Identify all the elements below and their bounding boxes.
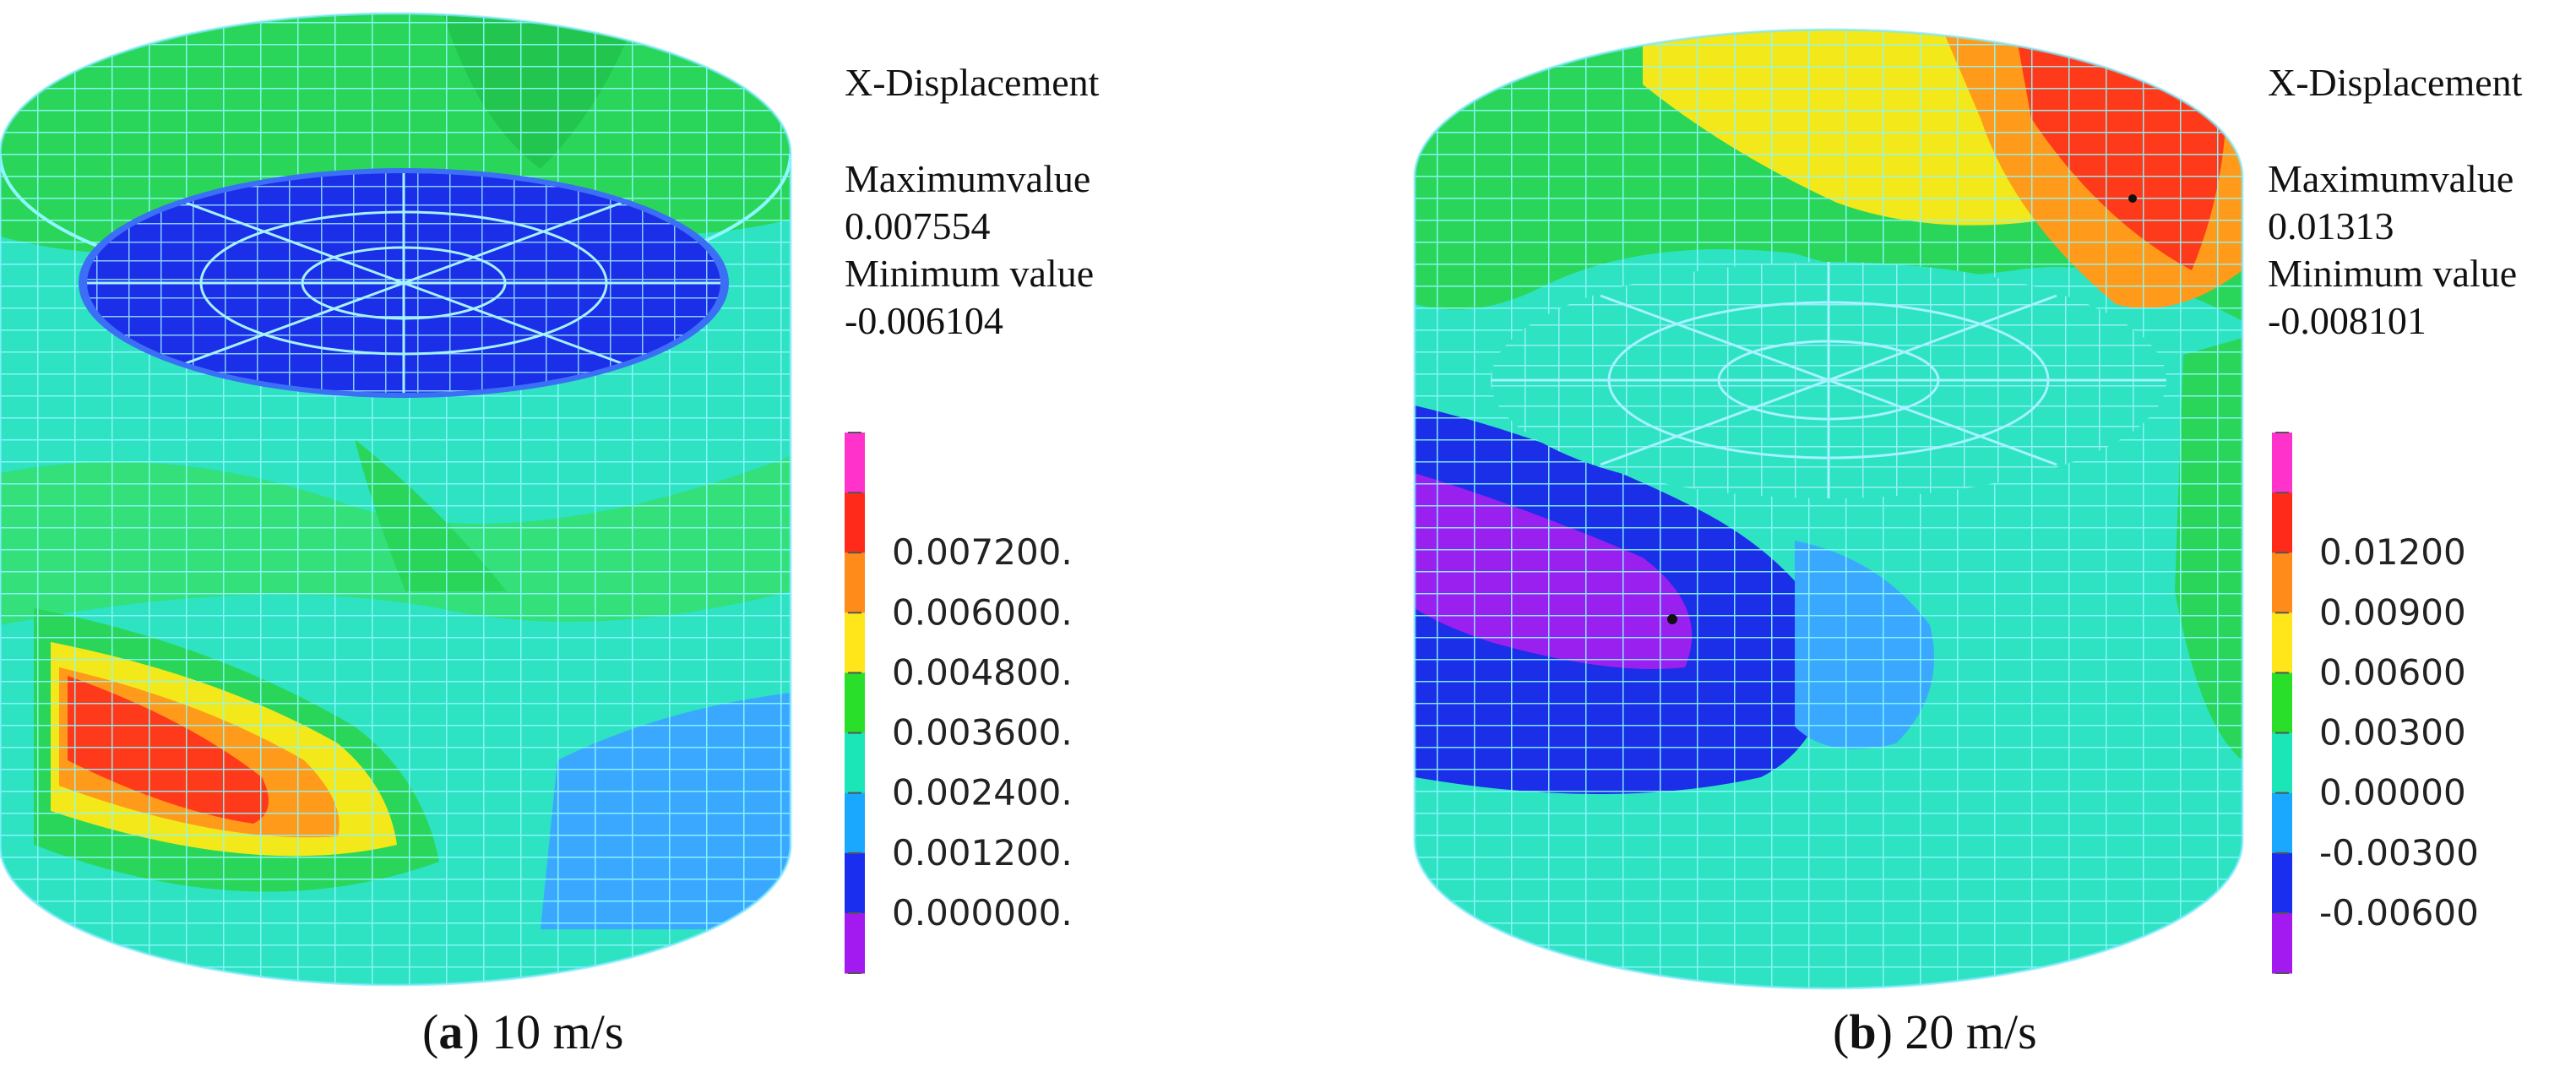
tank-b-floor <box>1491 262 2166 498</box>
legend-swatch <box>2272 433 2292 493</box>
legend-label: 0.00000 <box>2319 772 2466 814</box>
legend-label: 0.01200 <box>2319 531 2466 573</box>
legend-label: 0.006000. <box>892 591 1073 633</box>
tank-b-surface <box>1415 30 2242 988</box>
caption-a: (a) 10 m/s <box>422 1004 624 1059</box>
legend-swatch <box>2272 792 2292 854</box>
legend-label: 0.007200. <box>892 531 1073 573</box>
legend-swatch <box>2272 732 2292 794</box>
legend-swatch <box>845 612 865 673</box>
legend-swatch <box>845 433 865 493</box>
panel-a: 0.007200. 0.006000. 0.004800. 0.003600. 0.00… <box>0 12 1099 1059</box>
caption-b: (b) 20 m/s <box>1833 1004 2037 1059</box>
info-block-b: X-Displacement Maximumvalue 0.01313 Mini… <box>2268 59 2522 345</box>
legend-swatch <box>2272 612 2292 673</box>
legend-a: 0.007200. 0.006000. 0.004800. 0.003600. 0.00… <box>845 432 1073 974</box>
caption-text: 10 m/s <box>492 1004 624 1059</box>
legend-swatch <box>845 672 865 734</box>
legend-swatch <box>845 792 865 854</box>
caption-text: 20 m/s <box>1905 1004 2037 1059</box>
legend-swatch <box>2272 912 2292 974</box>
caption-letter: b <box>1849 1004 1877 1059</box>
legend-label: 0.004800. <box>892 651 1073 693</box>
min-label: Minimum value <box>845 252 1095 295</box>
min-value: -0.008101 <box>2268 299 2427 342</box>
legend-label: 0.00300 <box>2319 712 2466 754</box>
legend-b: 0.01200 0.00900 0.00600 0.00300 0.00000 -0.00… <box>2272 432 2479 974</box>
legend-swatch <box>845 912 865 974</box>
legend-label: 0.00600 <box>2319 651 2466 693</box>
legend-swatch <box>2272 493 2292 553</box>
caption-letter: a <box>438 1004 464 1059</box>
max-label: Maximumvalue <box>2268 157 2514 200</box>
tank-a-plot: 0.007200. 0.006000. 0.004800. 0.003600. 0.00… <box>0 12 1073 987</box>
legend-label: -0.00600 <box>2319 892 2479 933</box>
min-value: -0.006104 <box>845 299 1003 342</box>
panel-b: 0.01200 0.00900 0.00600 0.00300 0.00000 -0.00… <box>1288 0 2576 1083</box>
tank-b-plot: 0.01200 0.00900 0.00600 0.00300 0.00000 -0.00… <box>1413 28 2479 990</box>
legend-label: 0.002400. <box>892 772 1073 814</box>
max-value: 0.007554 <box>845 204 991 248</box>
legend-swatch <box>845 552 865 613</box>
tank-a-surface <box>0 14 791 985</box>
legend-swatch <box>845 732 865 794</box>
legend-label: -0.00300 <box>2319 832 2479 873</box>
legend-label: 0.000000. <box>892 892 1073 933</box>
max-label: Maximumvalue <box>845 157 1091 200</box>
legend-swatch <box>845 852 865 914</box>
info-title: X-Displacement <box>845 61 1100 104</box>
info-title: X-Displacement <box>2268 61 2523 104</box>
legend-swatch <box>2272 552 2292 613</box>
info-block-a: X-Displacement Maximumvalue 0.007554 Min… <box>845 59 1099 345</box>
legend-swatch <box>2272 672 2292 734</box>
max-value: 0.01313 <box>2268 204 2394 248</box>
legend-label: 0.003600. <box>892 712 1073 754</box>
legend-swatch <box>845 493 865 553</box>
min-label: Minimum value <box>2268 252 2518 295</box>
legend-label: 0.001200. <box>892 832 1073 873</box>
legend-swatch <box>2272 852 2292 914</box>
legend-label: 0.00900 <box>2319 591 2466 633</box>
tank-a-floor <box>87 173 720 393</box>
